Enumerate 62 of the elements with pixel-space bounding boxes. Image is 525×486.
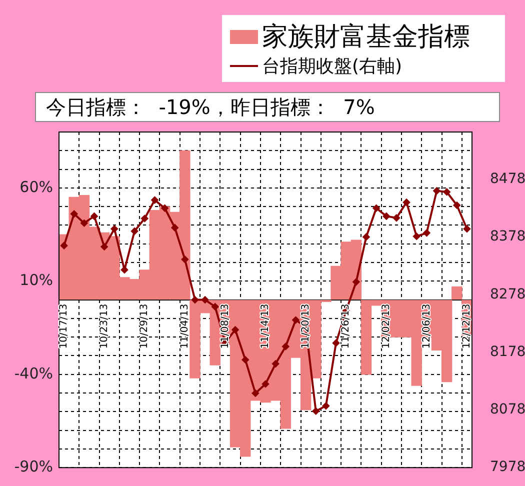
point [392, 214, 400, 222]
point [352, 278, 360, 286]
point [382, 212, 390, 220]
y2-tick-label: 7978 [490, 459, 525, 476]
point [110, 225, 118, 232]
point [282, 343, 290, 350]
point [433, 187, 440, 194]
point [151, 196, 158, 204]
y-tick-label: -90% [14, 457, 53, 476]
point [232, 326, 239, 334]
point [463, 225, 470, 232]
x-tick-label: 12/12/13 [462, 304, 473, 349]
legend-label: 台指期收盤(右軸) [262, 55, 402, 78]
point [171, 224, 178, 232]
legend-label: 家族財富基金指標 [262, 21, 470, 54]
point [423, 229, 430, 236]
point [413, 232, 420, 240]
x-tick-label: 11/26/13 [340, 304, 352, 349]
point [362, 233, 370, 240]
x-tick-label: 11/20/13 [300, 304, 312, 349]
point [90, 212, 98, 220]
text: 今日指標： -19%，昨日指標： 7% [35, 92, 500, 122]
point [332, 340, 340, 347]
point [453, 202, 460, 209]
point [161, 204, 168, 212]
y2-tick-label: 8278 [490, 286, 525, 302]
point [141, 214, 148, 222]
y-tick-label: 60% [20, 178, 53, 196]
y2-tick-label: 8478 [490, 170, 525, 187]
point [272, 360, 280, 368]
point [312, 408, 320, 415]
point [372, 204, 380, 212]
x-tick-label: 11/08/13 [220, 304, 231, 349]
x-tick-label: 10/17/13 [58, 304, 70, 349]
point [131, 228, 138, 235]
x-tick-label: 12/06/13 [421, 304, 432, 349]
point [70, 210, 78, 218]
x-tick-label: 11/14/13 [260, 304, 272, 349]
x-tick-label: 10/29/13 [139, 304, 150, 349]
point [181, 256, 188, 263]
point [60, 242, 68, 250]
point [212, 303, 219, 310]
point [443, 188, 450, 196]
point [242, 356, 249, 364]
y-tick-label: 10% [20, 271, 53, 290]
y2-tick-label: 8078 [490, 402, 525, 418]
point [120, 266, 128, 274]
x-tick-label: 12/02/13 [380, 304, 392, 349]
y2-tick-label: 8178 [490, 344, 525, 360]
point [100, 243, 108, 250]
point [292, 316, 300, 324]
point [80, 220, 88, 227]
y2-tick-label: 8378 [490, 228, 525, 245]
point [191, 296, 198, 304]
point [322, 402, 330, 410]
x-tick-label: 11/04/13 [180, 304, 191, 349]
point [262, 380, 269, 388]
x-tick-label: 10/23/13 [98, 304, 110, 349]
y-tick-label: -40% [14, 364, 53, 382]
point [403, 198, 410, 206]
point [202, 296, 209, 304]
point [252, 390, 259, 397]
